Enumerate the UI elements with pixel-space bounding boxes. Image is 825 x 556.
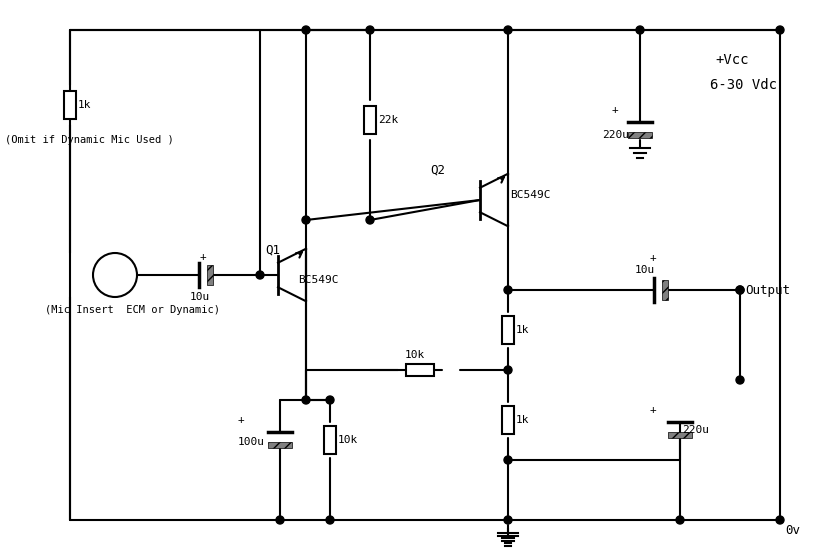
Text: +: + xyxy=(200,252,207,262)
Text: 100u: 100u xyxy=(238,437,265,447)
Text: BC549C: BC549C xyxy=(298,275,338,285)
Circle shape xyxy=(736,286,744,294)
Bar xyxy=(662,280,668,300)
Bar xyxy=(668,432,692,438)
Text: 1k: 1k xyxy=(516,415,530,425)
Text: (Omit if Dynamic Mic Used ): (Omit if Dynamic Mic Used ) xyxy=(5,135,174,145)
Circle shape xyxy=(504,26,512,34)
Text: 10u: 10u xyxy=(635,265,655,275)
Circle shape xyxy=(736,286,744,294)
Circle shape xyxy=(504,456,512,464)
Text: 220u: 220u xyxy=(682,425,709,435)
Circle shape xyxy=(776,516,784,524)
Text: +: + xyxy=(612,105,619,115)
Circle shape xyxy=(736,376,744,384)
Circle shape xyxy=(302,26,310,34)
Circle shape xyxy=(276,516,284,524)
Bar xyxy=(502,316,514,344)
Text: 6-30 Vdc: 6-30 Vdc xyxy=(710,78,777,92)
Circle shape xyxy=(366,216,374,224)
Text: Output: Output xyxy=(745,284,790,296)
Text: +: + xyxy=(650,405,657,415)
Bar xyxy=(324,426,336,454)
Text: 1k: 1k xyxy=(78,100,92,110)
Circle shape xyxy=(504,516,512,524)
Text: 10k: 10k xyxy=(405,350,425,360)
Bar xyxy=(628,132,652,138)
Bar xyxy=(268,442,292,448)
Text: Q2: Q2 xyxy=(430,163,445,176)
Text: 22k: 22k xyxy=(378,115,398,125)
Bar xyxy=(64,91,76,119)
Bar xyxy=(207,265,213,285)
Circle shape xyxy=(636,26,644,34)
Circle shape xyxy=(326,396,334,404)
Text: 0v: 0v xyxy=(785,524,800,537)
Circle shape xyxy=(93,253,137,297)
Circle shape xyxy=(366,26,374,34)
Text: (Mic Insert  ECM or Dynamic): (Mic Insert ECM or Dynamic) xyxy=(45,305,220,315)
Circle shape xyxy=(504,286,512,294)
Circle shape xyxy=(504,366,512,374)
Circle shape xyxy=(676,516,684,524)
Text: +: + xyxy=(650,253,657,263)
Circle shape xyxy=(326,516,334,524)
Circle shape xyxy=(776,26,784,34)
Bar xyxy=(364,106,376,134)
Bar xyxy=(502,406,514,434)
Text: +Vcc: +Vcc xyxy=(715,53,748,67)
Text: +: + xyxy=(238,415,245,425)
Text: 10k: 10k xyxy=(338,435,358,445)
Circle shape xyxy=(302,396,310,404)
Text: Q1: Q1 xyxy=(265,244,280,256)
Text: 220u: 220u xyxy=(602,130,629,140)
Text: BC549C: BC549C xyxy=(510,190,550,200)
Text: 1k: 1k xyxy=(516,325,530,335)
Circle shape xyxy=(256,271,264,279)
Bar xyxy=(406,364,434,376)
Text: 10u: 10u xyxy=(190,292,210,302)
Circle shape xyxy=(302,216,310,224)
